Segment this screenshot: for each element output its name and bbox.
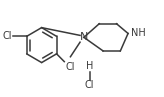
Text: H: H — [86, 61, 93, 71]
Text: Cl: Cl — [3, 31, 12, 41]
Text: N: N — [80, 32, 88, 42]
Text: NH: NH — [131, 28, 146, 38]
Text: Cl: Cl — [65, 62, 75, 72]
Text: Cl: Cl — [85, 80, 94, 90]
